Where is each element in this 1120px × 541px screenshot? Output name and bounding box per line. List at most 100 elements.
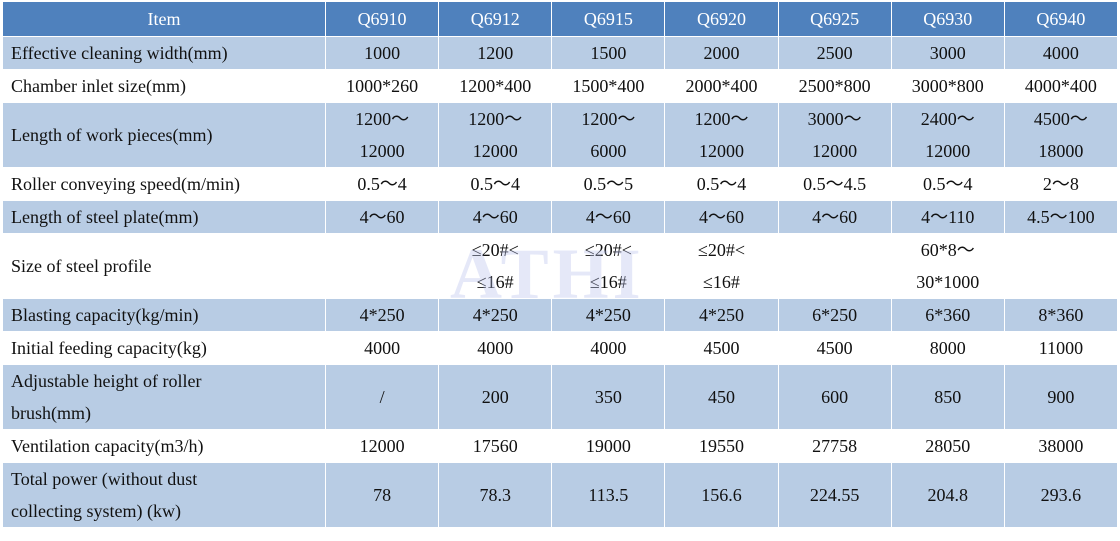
cell: 0.5～4.5: [777, 167, 892, 201]
row-label: Ventilation capacity(m3/h): [2, 429, 326, 463]
cell: 4500: [664, 331, 779, 365]
cell: 0.5～4: [324, 167, 440, 201]
header-cell: Q6920: [664, 1, 779, 37]
cell: 4*250: [664, 298, 779, 332]
cell: 1200*400: [438, 69, 553, 103]
cell: 3000: [890, 36, 1005, 70]
cell: 224.55: [777, 462, 892, 528]
cell: [1003, 233, 1119, 299]
cell: 2～8: [1003, 167, 1119, 201]
table-row: Length of work pieces(mm) 1200～ 12000 1200…: [2, 102, 1119, 168]
cell: 200: [438, 364, 553, 430]
cell: [777, 233, 892, 299]
row-label: Roller conveying speed(m/min): [2, 167, 326, 201]
cell: 4～60: [551, 200, 666, 234]
table-row: Initial feeding capacity(kg) 4000 4000 4000…: [2, 331, 1119, 365]
cell: 19000: [551, 429, 666, 463]
table-row: Total power (without dust collecting sys…: [2, 462, 1119, 528]
cell: 3000～ 12000: [777, 102, 892, 168]
table-row: Length of steel plate(mm) 4～60 4～60 4～60 4～6…: [2, 200, 1119, 234]
cell: 4000: [324, 331, 440, 365]
cell: 2500: [777, 36, 892, 70]
row-label: Initial feeding capacity(kg): [2, 331, 326, 365]
cell: [324, 233, 440, 299]
table-body: Effective cleaning width(mm) 1000 1200 1500…: [2, 36, 1119, 528]
cell: 78.3: [438, 462, 553, 528]
cell: 450: [664, 364, 779, 430]
row-label: Effective cleaning width(mm): [2, 36, 326, 70]
cell: ≤20#< ≤16#: [438, 233, 553, 299]
cell: 27758: [777, 429, 892, 463]
cell: 8*360: [1003, 298, 1119, 332]
cell: 113.5: [551, 462, 666, 528]
cell: 4500: [777, 331, 892, 365]
row-label: Length of steel plate(mm): [2, 200, 326, 234]
header-cell: Q6925: [777, 1, 892, 37]
cell: 4*250: [324, 298, 440, 332]
cell: 1200～ 12000: [438, 102, 553, 168]
cell: 78: [324, 462, 440, 528]
cell: 6*250: [777, 298, 892, 332]
cell: 4*250: [551, 298, 666, 332]
cell: 293.6: [1003, 462, 1119, 528]
table-row: Chamber inlet size(mm) 1000*260 1200*400 15…: [2, 69, 1119, 103]
table-row: Adjustable height of roller brush(mm)/20…: [2, 364, 1119, 430]
row-label: Size of steel profile: [2, 233, 326, 299]
cell: 3000*800: [890, 69, 1005, 103]
cell: 2400～ 12000: [890, 102, 1005, 168]
cell: 1000*260: [324, 69, 440, 103]
cell: 900: [1003, 364, 1119, 430]
row-label: Blasting capacity(kg/min): [2, 298, 326, 332]
cell: 4.5～100: [1003, 200, 1119, 234]
table-row: Ventilation capacity(m3/h) 12000 17560 1900…: [2, 429, 1119, 463]
cell: 1000: [324, 36, 440, 70]
cell: 0.5～4: [438, 167, 553, 201]
cell: 4000: [551, 331, 666, 365]
cell: 850: [890, 364, 1005, 430]
header-cell: Q6912: [438, 1, 553, 37]
cell: 38000: [1003, 429, 1119, 463]
cell: 1200～ 6000: [551, 102, 666, 168]
cell: 0.5～5: [551, 167, 666, 201]
cell: 2000: [664, 36, 779, 70]
cell: 1500: [551, 36, 666, 70]
table-row: Size of steel profile ≤20#< ≤16# ≤20#< ≤16…: [2, 233, 1119, 299]
table-row: Roller conveying speed(m/min) 0.5～4 0.5～4 0…: [2, 167, 1119, 201]
cell: 60*8～ 30*1000: [890, 233, 1005, 299]
cell: ≤20#< ≤16#: [551, 233, 666, 299]
cell: 4000: [1003, 36, 1119, 70]
cell: 204.8: [890, 462, 1005, 528]
cell: 1200: [438, 36, 553, 70]
header-cell: Item: [2, 1, 326, 37]
cell: 4～60: [664, 200, 779, 234]
table-row: Blasting capacity(kg/min) 4*250 4*250 4*250…: [2, 298, 1119, 332]
cell: 4～60: [438, 200, 553, 234]
cell: 8000: [890, 331, 1005, 365]
cell: ≤20#< ≤16#: [664, 233, 779, 299]
header-cell: Q6940: [1003, 1, 1119, 37]
cell: 0.5～4: [664, 167, 779, 201]
cell: 156.6: [664, 462, 779, 528]
cell: 17560: [438, 429, 553, 463]
header-cell: Q6915: [551, 1, 666, 37]
cell: 19550: [664, 429, 779, 463]
cell: 0.5～4: [890, 167, 1005, 201]
cell: 350: [551, 364, 666, 430]
row-label: Chamber inlet size(mm): [2, 69, 326, 103]
cell: 600: [777, 364, 892, 430]
cell: 4～60: [777, 200, 892, 234]
header-row: Item Q6910 Q6912 Q6915 Q6920 Q6925 Q6930 Q6940: [2, 1, 1119, 37]
cell: 4500～ 18000: [1003, 102, 1119, 168]
cell: 1200～ 12000: [324, 102, 440, 168]
cell: 4*250: [438, 298, 553, 332]
cell: 11000: [1003, 331, 1119, 365]
header-cell: Q6910: [324, 1, 440, 37]
cell: /: [324, 364, 440, 430]
cell: 6*360: [890, 298, 1005, 332]
cell: 1200～ 12000: [664, 102, 779, 168]
cell: 12000: [324, 429, 440, 463]
cell: 2500*800: [777, 69, 892, 103]
spec-table: Item Q6910 Q6912 Q6915 Q6920 Q6925 Q6930 Q6940 …: [2, 1, 1119, 528]
cell: 2000*400: [664, 69, 779, 103]
